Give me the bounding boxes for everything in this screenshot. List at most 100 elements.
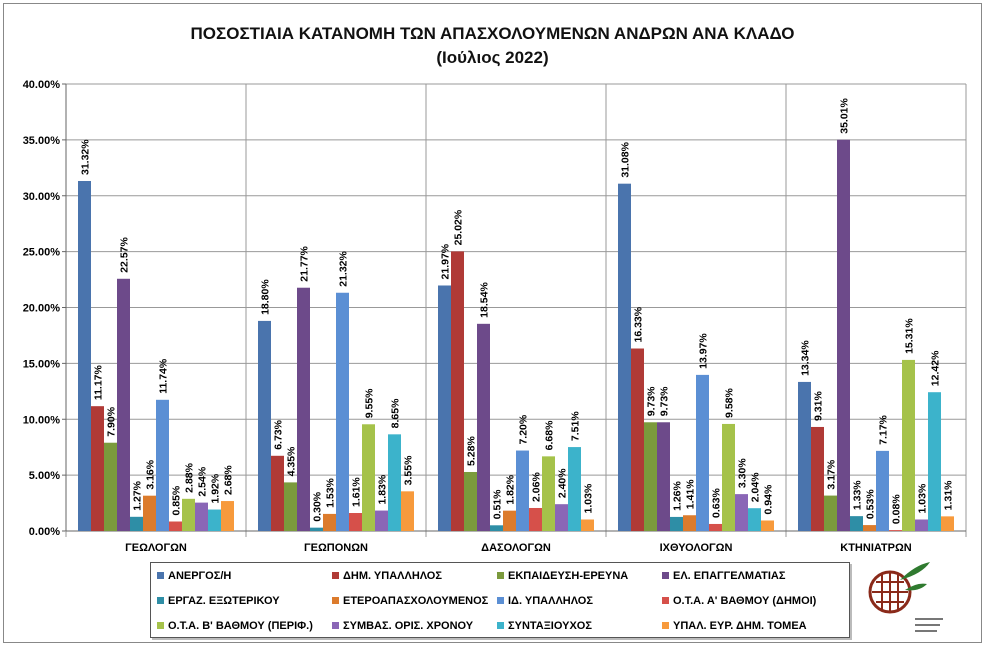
legend-label: ΔΗΜ. ΥΠΑΛΛΗΛΟΣ (343, 569, 442, 582)
data-label: 1.53% (325, 477, 337, 507)
data-label: 6.73% (273, 419, 285, 449)
chart-frame (3, 3, 982, 643)
bar (401, 491, 414, 531)
legend-item: ΔΗΜ. ΥΠΑΛΛΗΛΟΣ (332, 570, 497, 582)
data-label: 13.34% (800, 340, 812, 376)
legend-swatch (157, 622, 164, 629)
legend-label: ΕΚΠΑΙΔΕΥΣΗ-ΕΡΕΥΝΑ (508, 569, 629, 582)
data-label: 1.03% (583, 483, 595, 513)
data-label: 9.58% (724, 388, 736, 418)
legend-swatch (662, 597, 669, 604)
legend-swatch (332, 622, 339, 629)
data-label: 2.88% (184, 462, 196, 492)
data-label: 31.32% (80, 139, 92, 175)
data-label: 1.33% (852, 480, 864, 510)
data-label: 35.01% (839, 97, 851, 133)
data-label: 9.31% (813, 391, 825, 421)
bar (889, 530, 902, 531)
data-label: 8.65% (390, 398, 402, 428)
data-label: 4.35% (286, 446, 298, 476)
bar (722, 423, 735, 531)
bar (696, 374, 709, 531)
data-label: 0.85% (171, 485, 183, 515)
bar (631, 348, 644, 531)
data-label: 18.80% (260, 279, 272, 315)
legend-item: ΥΠΑΛ. ΕΥΡ. ΔΗΜ. ΤΟΜΕΑ (662, 620, 857, 632)
legend-label: Ο.Τ.Α. Α' ΒΑΘΜΟΥ (ΔΗΜΟΙ) (673, 594, 817, 607)
legend-item: ΑΝΕΡΓΟΣ/Η (157, 570, 332, 582)
chart-title: ΠΟΣΟΣΤΙΑΙΑ ΚΑΤΑΝΟΜΗ ΤΩΝ ΑΠΑΣΧΟΛΟΥΜΕΝΩΝ Α… (190, 24, 795, 43)
legend-swatch (497, 597, 504, 604)
legend-item: ΕΡΓΑΖ. ΕΞΩΤΕΡΙΚΟΥ (157, 595, 332, 607)
bar (182, 498, 195, 531)
bar (837, 139, 850, 531)
bar (670, 516, 683, 531)
data-label: 25.02% (453, 209, 465, 245)
x-tick-label: ΓΕΩΛΟΓΩΝ (125, 542, 187, 554)
data-label: 12.42% (930, 350, 942, 386)
bar (438, 285, 451, 531)
legend-label: ΕΤΕΡΟΑΠΑΣΧΟΛΟΥΜΕΝΟΣ (343, 594, 489, 607)
data-label: 0.94% (763, 484, 775, 514)
data-label: 1.82% (505, 474, 517, 504)
bar (683, 515, 696, 531)
legend-swatch (662, 572, 669, 579)
legend-item: ΣΥΜΒΑΣ. ΟΡΙΣ. ΧΡΟΝΟΥ (332, 620, 497, 632)
y-tick-label: 20.00% (23, 303, 61, 315)
bar (850, 516, 863, 531)
bar (490, 525, 503, 531)
legend-label: Ο.Τ.Α. Β' ΒΑΘΜΟΥ (ΠΕΡΙΦ.) (168, 619, 313, 632)
data-label: 1.92% (210, 473, 222, 503)
bar (657, 422, 670, 531)
legend-item: ΣΥΝΤΑΞΙΟΥΧΟΣ (497, 620, 662, 632)
data-label: 22.57% (119, 237, 131, 273)
legend-item: ΕΤΕΡΟΑΠΑΣΧΟΛΟΥΜΕΝΟΣ (332, 595, 497, 607)
data-label: 13.97% (698, 333, 710, 369)
legend-item: ΙΔ. ΥΠΑΛΛΗΛΟΣ (497, 595, 662, 607)
bar (915, 519, 928, 531)
data-label: 9.55% (364, 388, 376, 418)
bar (529, 507, 542, 531)
data-label: 1.26% (672, 480, 684, 510)
data-label: 21.77% (299, 245, 311, 281)
bar (221, 501, 234, 531)
data-label: 1.83% (377, 474, 389, 504)
legend-swatch (662, 622, 669, 629)
data-label: 9.73% (646, 386, 658, 416)
bar (130, 516, 143, 531)
bar (928, 392, 941, 531)
data-label: 0.08% (891, 494, 903, 524)
legend-swatch (332, 572, 339, 579)
bar (941, 516, 954, 531)
bar (143, 495, 156, 531)
bar (78, 180, 91, 531)
data-label: 15.31% (904, 318, 916, 354)
x-tick-label: ΚΤΗΝΙΑΤΡΩΝ (840, 542, 912, 554)
data-label: 2.54% (197, 466, 209, 496)
bar (156, 399, 169, 531)
bar (208, 509, 221, 531)
bar (709, 523, 722, 531)
bar (581, 519, 594, 531)
bar (104, 442, 117, 531)
data-label: 16.33% (633, 306, 645, 342)
bar (258, 320, 271, 531)
legend-label: ΣΥΝΤΑΞΙΟΥΧΟΣ (508, 619, 592, 632)
data-label: 11.74% (158, 358, 170, 394)
data-label: 7.90% (106, 406, 118, 436)
data-label: 3.30% (737, 458, 749, 488)
bar (195, 502, 208, 531)
data-label: 3.17% (826, 459, 838, 489)
data-label: 11.17% (93, 364, 105, 400)
bar (284, 482, 297, 531)
y-tick-label: 35.00% (23, 135, 61, 147)
data-label: 2.04% (750, 472, 762, 502)
legend-item: Ο.Τ.Α. Β' ΒΑΘΜΟΥ (ΠΕΡΙΦ.) (157, 620, 332, 632)
legend-item: ΕΛ. ΕΠΑΓΓΕΛΜΑΤΙΑΣ (662, 570, 857, 582)
bar (824, 495, 837, 531)
data-label: 6.68% (544, 420, 556, 450)
bar (375, 510, 388, 531)
data-label: 1.41% (685, 479, 697, 509)
legend-swatch (157, 597, 164, 604)
x-tick-label: ΓΕΩΠΟΝΩΝ (304, 542, 368, 554)
